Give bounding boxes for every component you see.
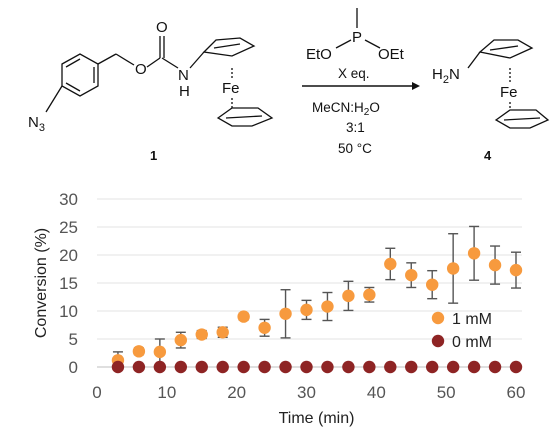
y-tick-label: 30 — [59, 190, 78, 209]
legend-label: 1 mM — [452, 311, 492, 328]
data-point — [342, 289, 355, 303]
cyclopentadienyl-bottom — [216, 107, 274, 127]
data-point — [258, 360, 271, 374]
y-tick-label: 10 — [59, 302, 78, 321]
x-tick-label: 0 — [92, 383, 101, 402]
y-axis-ticks: 0 5 10 15 20 25 30 — [59, 190, 78, 377]
temperature-label: 50 °C — [338, 141, 372, 156]
cyclopentadienyl-top-4 — [478, 39, 534, 59]
data-point — [279, 307, 292, 320]
y-tick-label: 25 — [59, 218, 78, 237]
data-point — [321, 300, 334, 313]
data-point — [174, 333, 187, 347]
data-point — [509, 360, 523, 374]
data-point — [216, 326, 229, 339]
ester-oxygen: O — [135, 61, 147, 78]
data-point — [237, 310, 250, 323]
x-tick-label: 60 — [507, 383, 526, 402]
data-point — [467, 360, 481, 374]
x-tick-label: 20 — [227, 383, 246, 402]
x-tick-label: 40 — [367, 383, 386, 402]
iron-atom-4: Fe — [500, 84, 518, 101]
y-tick-label: 5 — [69, 330, 78, 349]
compound-4-label: 4 — [484, 148, 492, 163]
carbonyl-oxygen: O — [156, 19, 168, 36]
data-point — [237, 360, 250, 374]
legend-label: 0 mM — [452, 334, 492, 351]
phosphorus-atom: P — [352, 29, 362, 46]
azide-group: N3 — [28, 114, 45, 134]
x-tick-label: 50 — [437, 383, 456, 402]
ratio-label: 3:1 — [346, 120, 365, 135]
data-point — [300, 303, 313, 317]
data-point — [174, 360, 187, 374]
reagent-ethoxy-left: EtO — [306, 46, 332, 63]
data-point — [488, 360, 502, 374]
data-point — [426, 278, 439, 291]
data-point — [195, 328, 208, 341]
benzene-ring — [61, 53, 99, 97]
data-point — [363, 360, 376, 374]
data-point — [153, 360, 167, 374]
y-axis-title: Conversion (%) — [33, 228, 50, 338]
data-point — [384, 257, 397, 271]
data-point — [258, 321, 271, 334]
data-point — [195, 360, 208, 374]
x-axis-ticks: 0 10 20 30 40 50 60 — [92, 383, 525, 402]
data-point — [405, 360, 418, 374]
data-point — [446, 360, 460, 374]
equivalents-label: X eq. — [338, 66, 370, 81]
y-tick-label: 20 — [59, 246, 78, 265]
x-axis-title: Time (min) — [279, 410, 355, 427]
data-point — [363, 288, 376, 301]
amine-group: H2N — [432, 66, 460, 86]
data-point — [488, 258, 502, 272]
data-point — [321, 360, 334, 374]
iron-atom: Fe — [222, 80, 240, 97]
data-point — [132, 345, 146, 358]
data-point — [446, 262, 460, 275]
legend-marker — [431, 334, 445, 348]
data-point — [300, 360, 313, 374]
data-point — [132, 360, 146, 374]
data-point — [342, 360, 355, 374]
x-tick-label: 30 — [297, 383, 316, 402]
data-point — [426, 360, 439, 374]
y-tick-label: 15 — [59, 274, 78, 293]
compound-1-label: 1 — [150, 148, 157, 163]
data-point — [509, 263, 523, 277]
data-point — [111, 360, 125, 374]
gridlines — [97, 198, 522, 340]
data-point — [279, 360, 292, 374]
solvent-label: MeCN:H2O — [312, 100, 380, 118]
y-tick-label: 0 — [69, 358, 78, 377]
data-point — [384, 360, 397, 374]
conversion-chart: 0 5 10 15 20 25 30 0 10 20 30 40 50 60 Conversion (%… — [33, 190, 525, 427]
data-point — [216, 360, 229, 374]
data-point — [467, 247, 481, 260]
data-points — [111, 247, 523, 374]
amide-hydrogen: H — [179, 83, 190, 100]
cyclopentadienyl-top — [202, 37, 256, 57]
legend: 1 mM 0 mM — [431, 311, 492, 351]
data-point — [405, 268, 418, 282]
amide-nitrogen: N — [178, 67, 189, 84]
reaction-scheme: N3 O O N H Fe 1 P EtO OEt X eq. MeC — [28, 8, 550, 163]
x-tick-label: 10 — [157, 383, 176, 402]
legend-marker — [431, 311, 445, 325]
data-point — [153, 345, 167, 359]
reagent-ethoxy-right: OEt — [378, 46, 405, 63]
cyclopentadienyl-bottom-4 — [494, 109, 550, 129]
